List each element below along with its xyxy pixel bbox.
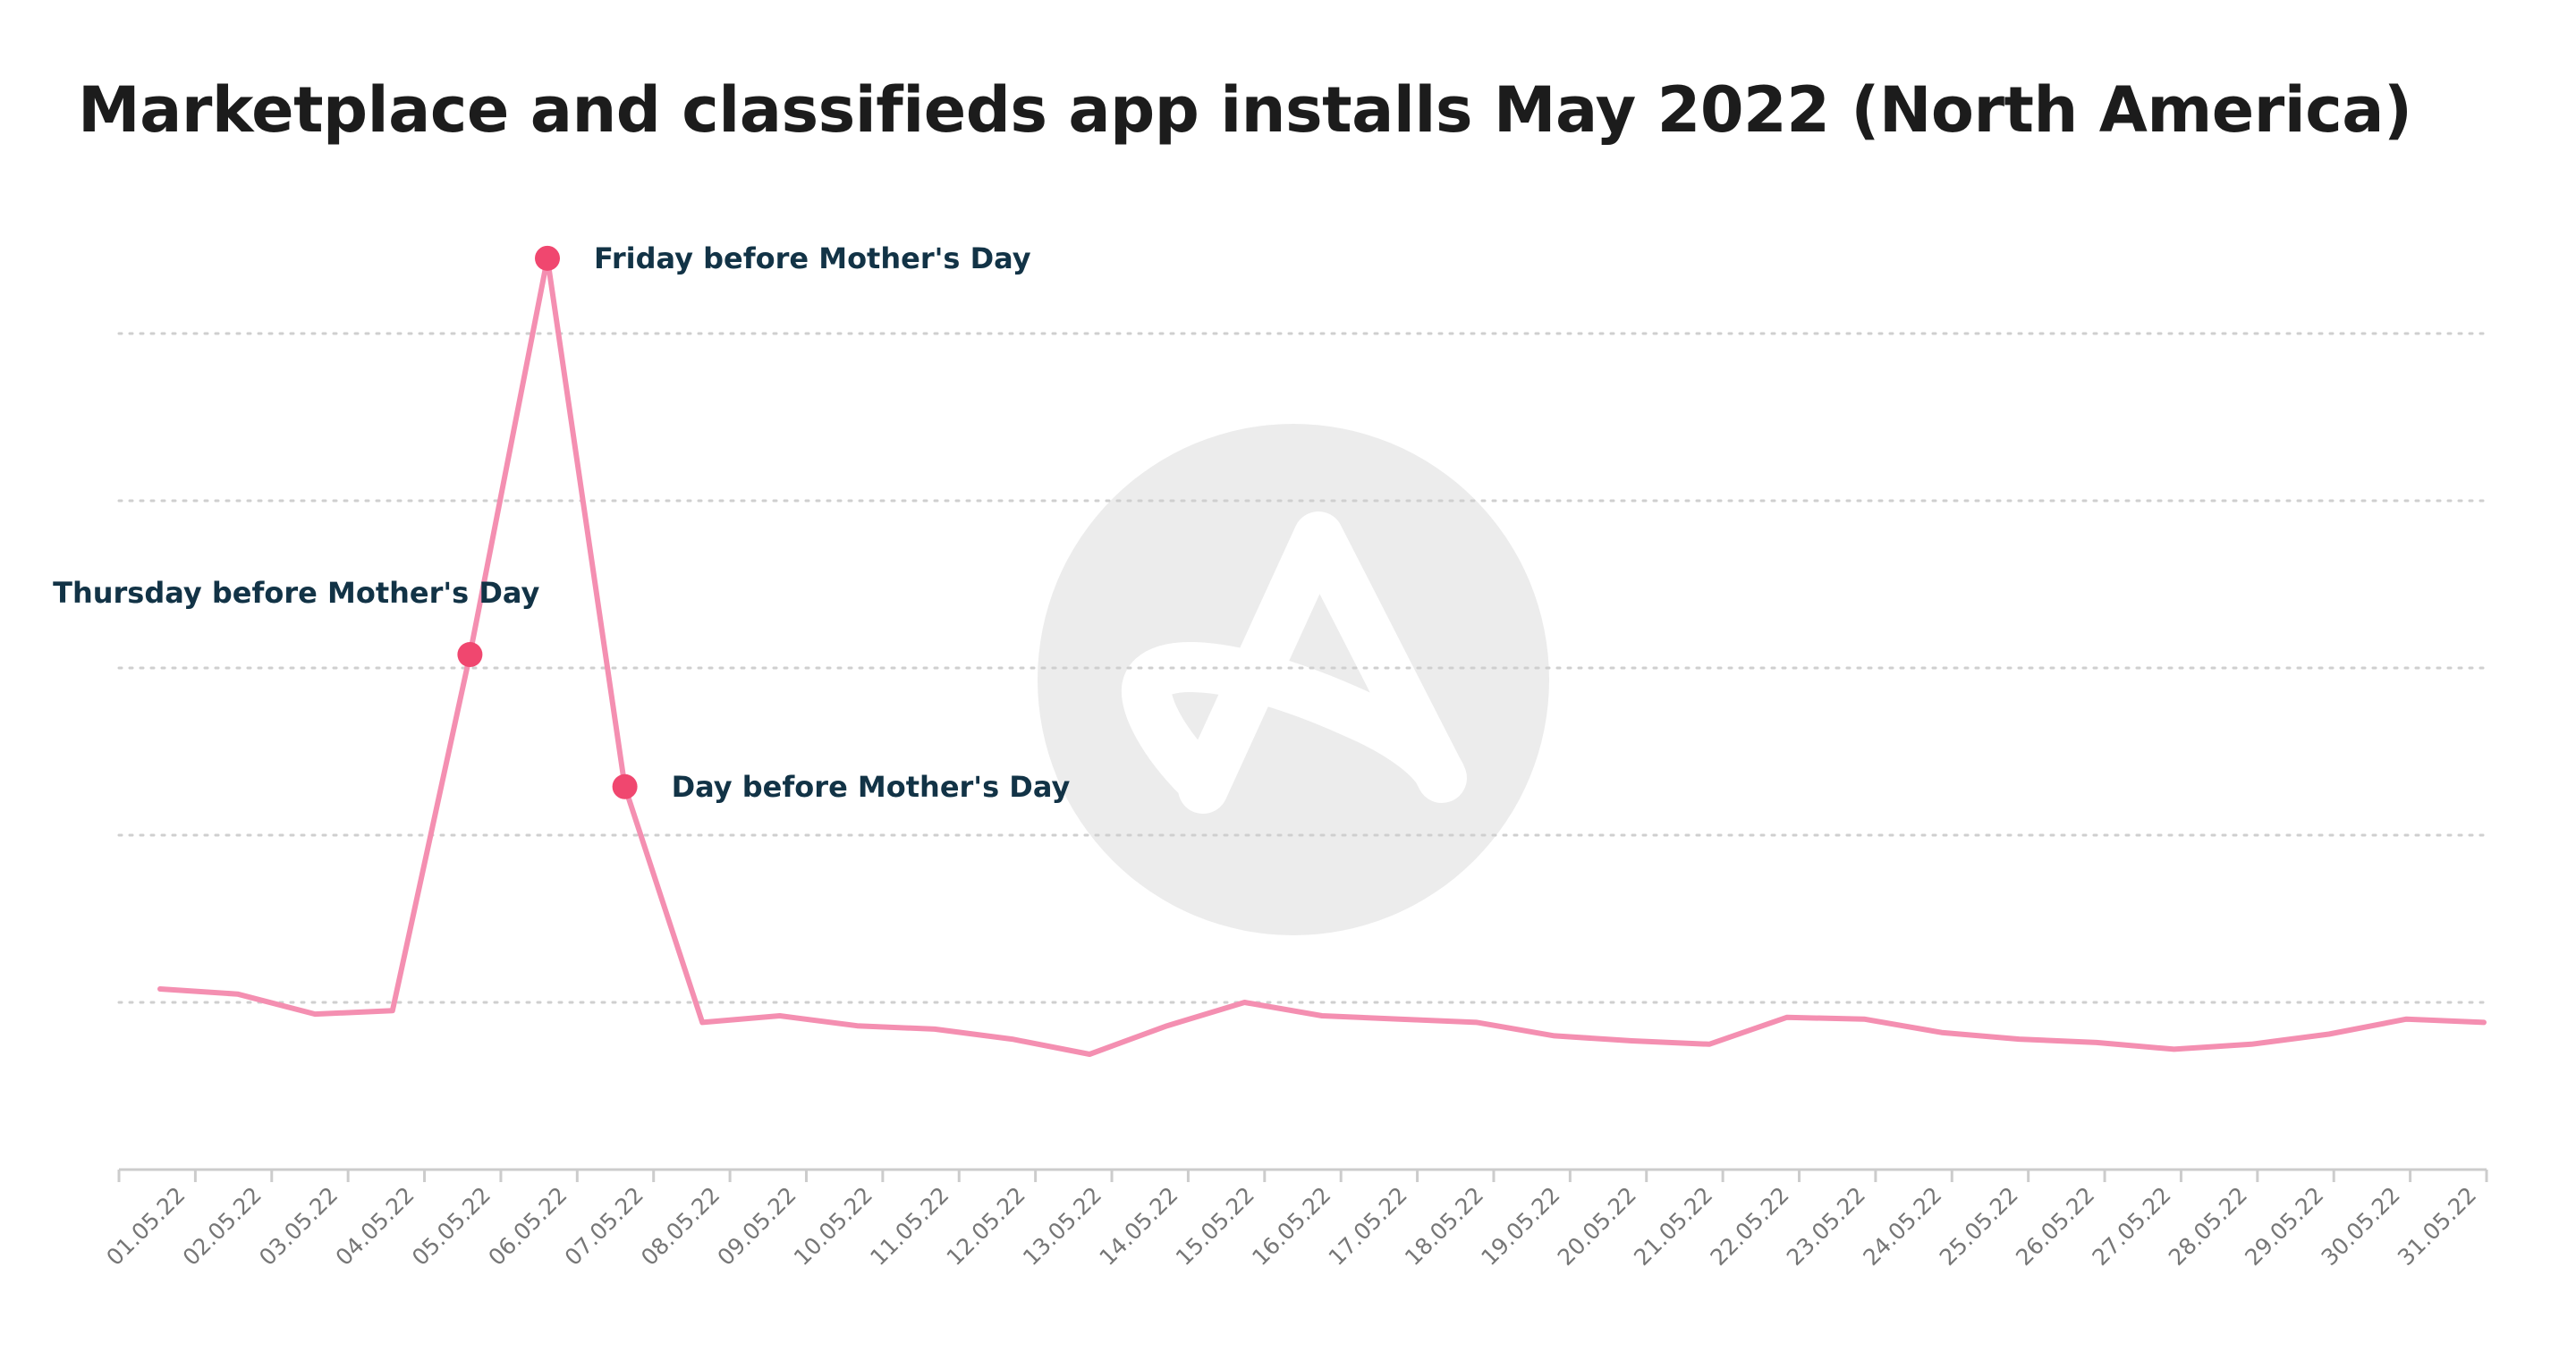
x-tick-label: 20.05.22 xyxy=(1553,1182,1641,1271)
x-tick-label: 23.05.22 xyxy=(1782,1182,1870,1271)
x-tick-label: 31.05.22 xyxy=(2393,1182,2481,1271)
brand-logo-icon xyxy=(1121,511,1467,814)
gridlines xyxy=(117,332,2488,1004)
x-tick-label: 26.05.22 xyxy=(2011,1182,2099,1271)
x-tick-label: 06.05.22 xyxy=(483,1182,572,1271)
x-tick-label: 09.05.22 xyxy=(712,1182,801,1271)
x-tick-label: 14.05.22 xyxy=(1094,1182,1182,1271)
x-tick-label: 21.05.22 xyxy=(1629,1182,1717,1271)
x-tick-label: 08.05.22 xyxy=(636,1182,724,1271)
annotation-label-1: Thursday before Mother's Day xyxy=(53,576,539,610)
watermark-logo-icon xyxy=(1038,424,1549,935)
annotation-label-3: Day before Mother's Day xyxy=(672,770,1071,804)
x-tick-label: 05.05.22 xyxy=(407,1182,496,1271)
x-tick-label: 15.05.22 xyxy=(1171,1182,1259,1271)
x-tick-label: 18.05.22 xyxy=(1400,1182,1488,1271)
x-tick-label: 10.05.22 xyxy=(789,1182,877,1271)
x-tick-label: 22.05.22 xyxy=(1706,1182,1794,1271)
x-tick-label: 25.05.22 xyxy=(1935,1182,2023,1271)
x-tick-label: 11.05.22 xyxy=(865,1182,953,1271)
annotation-label-2: Friday before Mother's Day xyxy=(594,241,1031,275)
x-tick-label: 01.05.22 xyxy=(101,1182,190,1271)
annotation-marker-3 xyxy=(612,773,638,799)
annotations: Thursday before Mother's Day Friday befor… xyxy=(53,241,1070,804)
x-tick-label: 27.05.22 xyxy=(2087,1182,2175,1271)
chart-title: Marketplace and classifieds app installs… xyxy=(78,73,2412,147)
x-tick-label: 03.05.22 xyxy=(254,1182,343,1271)
x-tick-label: 04.05.22 xyxy=(331,1182,419,1271)
x-tick-label: 28.05.22 xyxy=(2164,1182,2252,1271)
x-tick-label: 17.05.22 xyxy=(1324,1182,1412,1271)
x-tick-label: 19.05.22 xyxy=(1476,1182,1564,1271)
x-tick-label: 30.05.22 xyxy=(2317,1182,2405,1271)
x-tick-label: 13.05.22 xyxy=(1018,1182,1106,1271)
x-tick-label: 07.05.22 xyxy=(560,1182,648,1271)
x-tick-label: 02.05.22 xyxy=(178,1182,267,1271)
x-tick-label: 12.05.22 xyxy=(942,1182,1030,1271)
x-axis: 01.05.2202.05.2203.05.2204.05.2205.05.22… xyxy=(101,1168,2488,1271)
x-tick-label: 16.05.22 xyxy=(1247,1182,1335,1271)
x-tick-label: 24.05.22 xyxy=(1858,1182,1946,1271)
x-tick-label: 29.05.22 xyxy=(2240,1182,2328,1271)
annotation-marker-1 xyxy=(457,642,483,668)
annotation-marker-2 xyxy=(535,245,560,271)
